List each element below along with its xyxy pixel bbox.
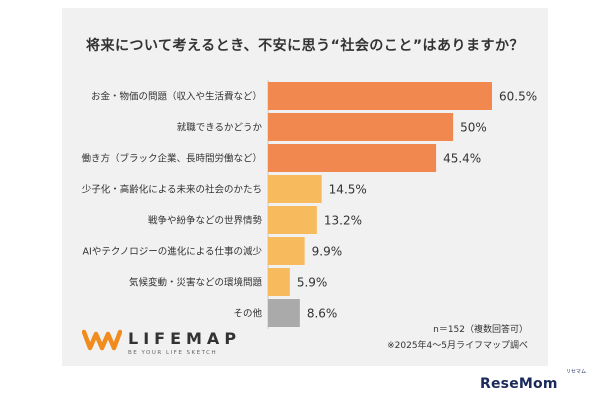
resemom-watermark: ReseMom (480, 376, 558, 392)
bar (268, 268, 290, 296)
resemom-watermark-ruby: リセマム (566, 369, 587, 375)
bar (268, 206, 317, 234)
category-label: 戦争や紛争などの世界情勢 (148, 215, 263, 227)
chart-title: 将来について考えるとき、不安に思う“社会のこと”はありますか？ (85, 38, 525, 54)
value-label: 14.5% (329, 183, 367, 197)
value-label: 45.4% (443, 152, 481, 166)
sample-note: n＝152（複数回答可） (433, 325, 528, 335)
bar (268, 113, 454, 141)
value-label: 13.2% (324, 214, 362, 228)
category-label: 少子化・高齢化による未来の社会のかたち (82, 184, 262, 196)
lifemap-tagline: BE YOUR LIFE SKETCH (128, 350, 218, 356)
bar (268, 144, 437, 172)
category-label: 就職できるかどうか (177, 122, 263, 134)
bar (268, 82, 492, 110)
chart-card: 将来について考えるとき、不安に思う“社会のこと”はありますか？ お金・物価の問題… (62, 8, 548, 366)
bar-chart: お金・物価の問題（収入や生活費など） 60.5% 就職できるかどうか 50% 働き方（ブ… (81, 80, 537, 329)
category-label: 働き方（ブラック企業、長時間労働など） (81, 153, 262, 165)
value-label: 5.9% (297, 276, 328, 290)
category-label: 気候変動・災害などの環境問題 (129, 277, 263, 289)
lifemap-logo-text: LIFEMAP (128, 329, 242, 348)
bar (268, 299, 300, 327)
value-label: 50% (460, 121, 487, 135)
value-label: 8.6% (307, 307, 338, 321)
category-label: お金・物価の問題（収入や生活費など） (91, 91, 262, 103)
value-label: 60.5% (499, 90, 537, 104)
lifemap-logo: LIFEMAP BE YOUR LIFE SKETCH (81, 328, 252, 358)
bar (268, 237, 305, 265)
source-note: ※2025年4〜5月ライフマップ調べ (387, 341, 528, 351)
category-label: その他 (233, 308, 262, 320)
bar (268, 175, 322, 203)
value-label: 9.9% (312, 245, 343, 259)
category-label: AIやテクノロジーの進化による仕事の減少 (83, 246, 263, 258)
lifemap-logo-icon (81, 329, 123, 351)
